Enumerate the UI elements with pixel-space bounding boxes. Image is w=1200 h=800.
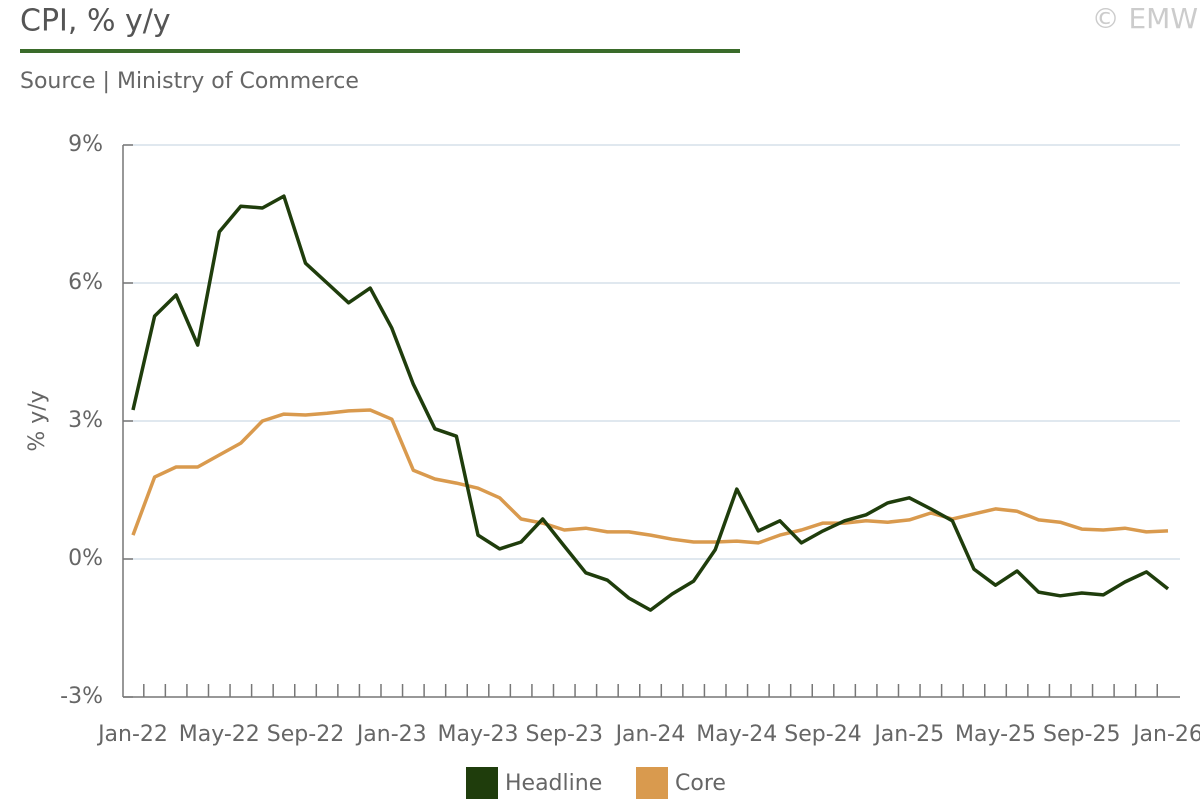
chart-subtitle: Source | Ministry of Commerce [20, 69, 359, 94]
y-tick-label: 3% [68, 408, 103, 433]
legend-label: Core [675, 771, 726, 796]
x-tick-label: May-25 [955, 722, 1036, 747]
x-tick-label: Jan-23 [355, 722, 427, 747]
series-line [131, 194, 1170, 612]
y-tick-label: 9% [68, 132, 103, 157]
legend-swatch [636, 767, 668, 799]
y-tick-label: -3% [60, 684, 103, 709]
x-tick-label: Sep-23 [526, 722, 603, 747]
x-tick-label: May-23 [437, 722, 518, 747]
x-tick-label: Jan-25 [872, 722, 944, 747]
y-axis-label: % y/y [25, 390, 50, 451]
watermark: © EMW [1092, 2, 1198, 35]
x-tick-label: Sep-22 [267, 722, 344, 747]
x-tick-label: Sep-24 [784, 722, 861, 747]
chart-title: CPI, % y/y [20, 4, 171, 39]
legend-label: Headline [505, 771, 602, 796]
y-tick-label: 0% [68, 546, 103, 571]
x-tick-label: May-22 [179, 722, 260, 747]
x-tick-label: Jan-22 [96, 722, 168, 747]
legend-swatch [466, 767, 498, 799]
series-line [131, 408, 1169, 545]
x-tick-label: Jan-24 [614, 722, 686, 747]
x-tick-label: May-24 [696, 722, 777, 747]
y-tick-label: 6% [68, 270, 103, 295]
x-tick-label: Jan-26 [1131, 722, 1200, 747]
x-tick-label: Sep-25 [1043, 722, 1120, 747]
